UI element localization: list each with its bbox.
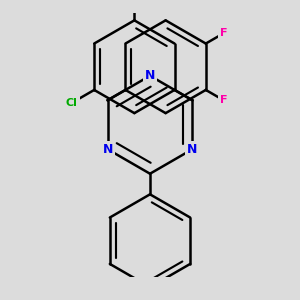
Text: N: N [145,69,155,82]
Text: N: N [187,143,198,156]
Text: N: N [102,143,113,156]
Text: Cl: Cl [66,98,78,108]
Text: F: F [220,28,227,38]
Text: F: F [220,95,227,105]
